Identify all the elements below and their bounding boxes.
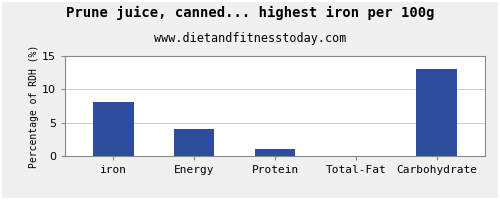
Bar [255, 149, 295, 156]
Text: www.dietandfitnesstoday.com: www.dietandfitnesstoday.com [154, 32, 346, 45]
Bar [94, 102, 134, 156]
Y-axis label: Percentage of RDH (%): Percentage of RDH (%) [29, 44, 39, 168]
Text: Prune juice, canned... highest iron per 100g: Prune juice, canned... highest iron per … [66, 6, 434, 20]
Title: Prune juice, canned... highest iron per 100g
www.dietandfitnesstoday.com: Prune juice, canned... highest iron per … [0, 199, 1, 200]
Bar [174, 129, 214, 156]
Bar [416, 69, 457, 156]
